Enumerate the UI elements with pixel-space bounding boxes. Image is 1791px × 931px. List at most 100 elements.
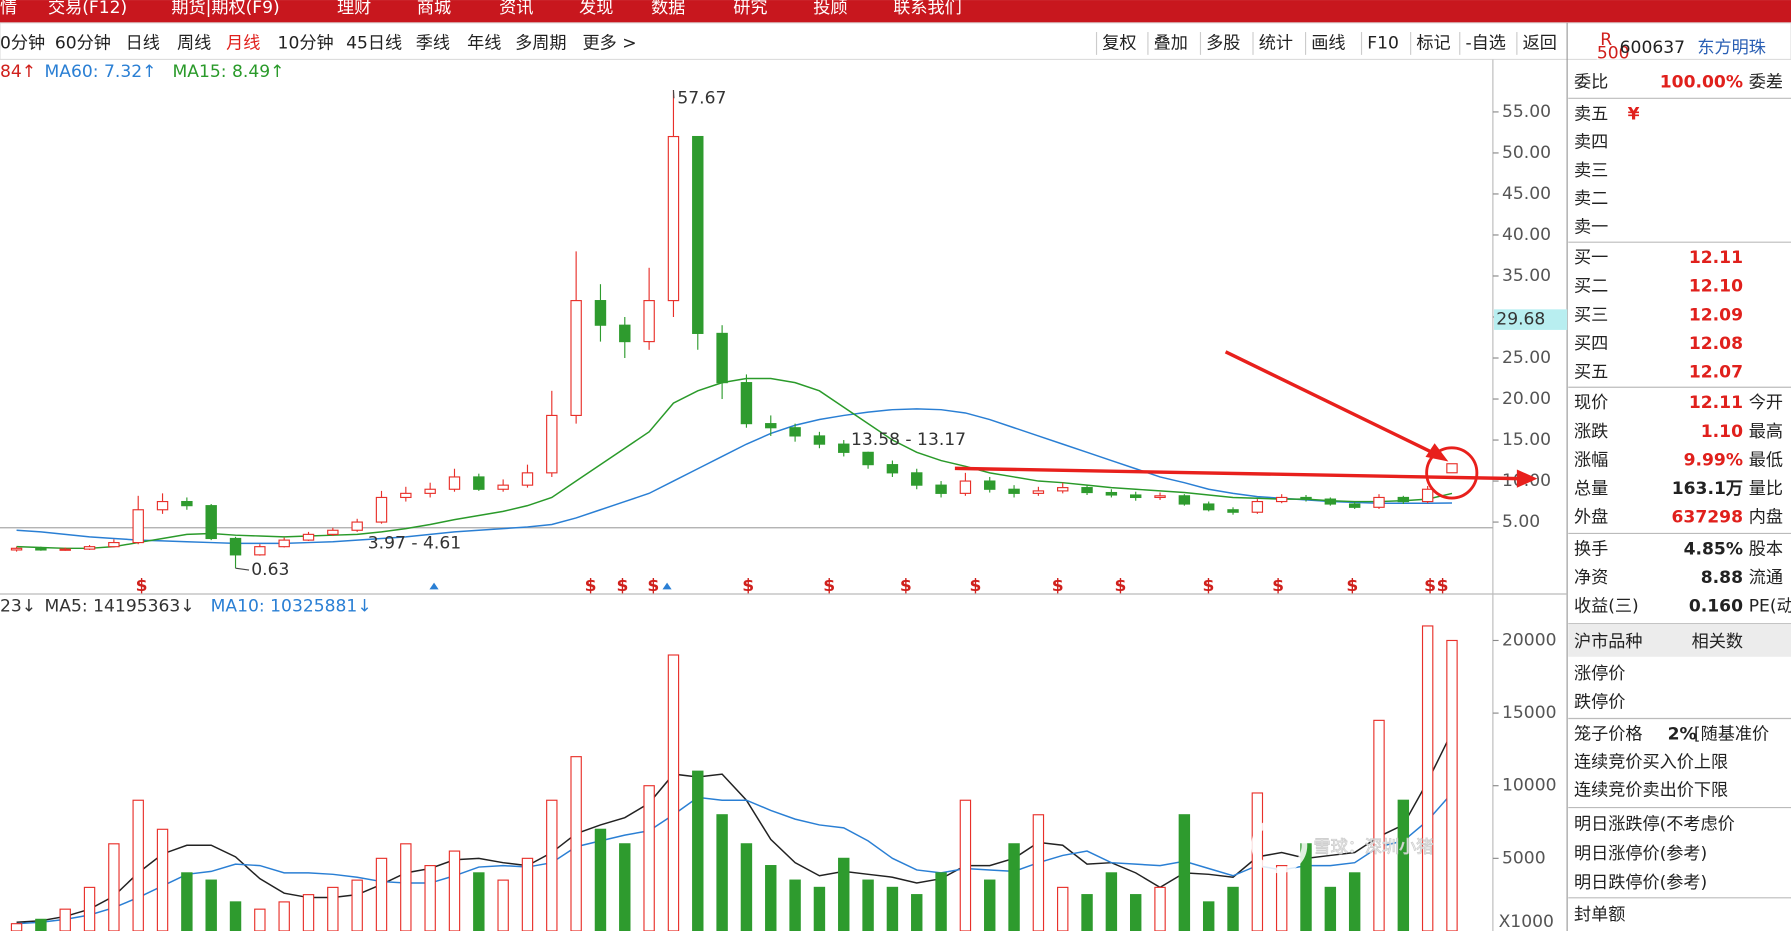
row-value: 100.00%: [1660, 72, 1743, 92]
candle-body: [1227, 509, 1239, 513]
candle-body: [959, 480, 972, 494]
signal-marker: $: [136, 576, 148, 596]
period-tab[interactable]: 45日线: [346, 33, 402, 53]
volume-bar: [83, 886, 96, 931]
row-value: 2%: [1668, 724, 1697, 744]
candle-body: [862, 451, 874, 466]
menu-item[interactable]: 发现: [579, 0, 613, 18]
menu-item[interactable]: 数据: [651, 0, 685, 18]
menu-item[interactable]: 研究: [733, 0, 767, 18]
volume-bar: [132, 799, 144, 931]
candle-body: [789, 427, 801, 437]
row-label: 净资: [1574, 568, 1608, 588]
buy-marker: [662, 582, 672, 590]
arrowhead: [1516, 469, 1538, 488]
menu-item[interactable]: 情: [0, 0, 17, 18]
tool-button[interactable]: F10: [1367, 33, 1399, 53]
row-label: 笼子价格: [1574, 724, 1643, 744]
row-extra: 流通: [1749, 568, 1783, 588]
candle-body: [302, 533, 315, 541]
candle-body: [1348, 503, 1361, 508]
signal-marker: $: [1346, 576, 1358, 596]
volume-bar: [643, 785, 655, 931]
row-label: 总量: [1574, 479, 1608, 499]
candle-body: [497, 484, 509, 490]
period-tab[interactable]: 0分钟: [0, 33, 45, 53]
arrow: [954, 466, 1520, 481]
row-extra: 量比: [1749, 479, 1783, 499]
watermark-logo: [1251, 817, 1308, 874]
candle-body: [351, 521, 363, 531]
candle-body: [278, 539, 290, 548]
row-value: 163.1万: [1672, 479, 1743, 499]
period-tab[interactable]: 多周期: [515, 33, 566, 53]
tool-button[interactable]: 叠加: [1154, 33, 1188, 53]
candle-body: [205, 505, 217, 540]
row-value: 637298: [1672, 507, 1743, 527]
volume-bar: [1032, 814, 1045, 931]
menu-item[interactable]: 联系我们: [893, 0, 961, 18]
menu-item[interactable]: 资讯: [499, 0, 533, 18]
volume-bar: [400, 843, 412, 931]
row-value: 12.08: [1689, 334, 1743, 354]
tool-button[interactable]: -自选: [1465, 33, 1505, 53]
volume-bar: [594, 828, 607, 931]
unit-label: X1000: [1499, 912, 1554, 931]
period-tab[interactable]: 季线: [416, 33, 450, 53]
row-value: 12.09: [1689, 305, 1743, 325]
signal-marker: $: [1424, 576, 1436, 596]
volume-bar: [156, 828, 169, 931]
row-extra: 最高: [1749, 422, 1783, 442]
volume-bar: [302, 894, 315, 931]
row-label: 明日跌停价(参考): [1574, 873, 1707, 893]
period-tab[interactable]: 10分钟: [278, 33, 334, 53]
volume-bar: [570, 756, 582, 931]
menu-item[interactable]: 商城: [417, 0, 451, 18]
period-tab[interactable]: 年线: [467, 33, 501, 53]
period-tab[interactable]: 日线: [126, 33, 160, 53]
menu-item[interactable]: 期货|期权(F9): [171, 0, 279, 18]
volume-bar: [1348, 872, 1361, 931]
tool-button[interactable]: 统计: [1259, 33, 1293, 53]
candle-body: [1324, 498, 1337, 505]
candle-body: [327, 529, 339, 535]
tool-button[interactable]: 复权: [1102, 33, 1136, 53]
candle-body: [1421, 488, 1434, 503]
row-value: 12.11: [1689, 393, 1743, 413]
y-tick-label: 5000: [1502, 848, 1546, 868]
volume-bar: [984, 879, 996, 931]
row-label: 卖二: [1574, 189, 1608, 209]
row-label: 跌停价: [1574, 693, 1625, 713]
volume-bar: [59, 908, 71, 931]
row-label: 买五: [1574, 362, 1608, 382]
menu-item[interactable]: 理财: [337, 0, 371, 18]
volume-bar: [813, 886, 826, 931]
tool-button[interactable]: 画线: [1311, 33, 1345, 53]
menu-item[interactable]: 投顾: [813, 0, 847, 18]
volume-bar: [1008, 843, 1020, 931]
candle-body: [619, 324, 631, 343]
menu-item[interactable]: 交易(F12): [48, 0, 127, 18]
volume-bar: [716, 814, 728, 931]
signal-marker: $: [1203, 576, 1215, 596]
row-label: 买三: [1574, 305, 1608, 325]
tool-button[interactable]: 标记: [1416, 33, 1450, 53]
candle-body: [911, 472, 923, 486]
volume-bar: [351, 879, 363, 931]
candle-body: [546, 414, 558, 474]
candle-body: [400, 492, 412, 499]
row-value: 相关数: [1692, 632, 1743, 652]
cursor-price: 29.68: [1496, 310, 1545, 330]
ma-line: [16, 731, 1453, 923]
volume-bar: [205, 879, 217, 931]
period-tab[interactable]: 更多 >: [583, 33, 637, 53]
period-tab[interactable]: 60分钟: [55, 33, 111, 53]
tool-button[interactable]: 多股: [1206, 33, 1240, 53]
candle-body: [59, 548, 71, 551]
period-tab[interactable]: 月线: [226, 33, 260, 53]
buy-marker: [429, 582, 439, 590]
row-label: 收益(三): [1574, 597, 1639, 617]
tool-button[interactable]: 返回: [1523, 33, 1557, 53]
row-extra: PE(动: [1749, 597, 1791, 617]
period-tab[interactable]: 周线: [177, 33, 211, 53]
